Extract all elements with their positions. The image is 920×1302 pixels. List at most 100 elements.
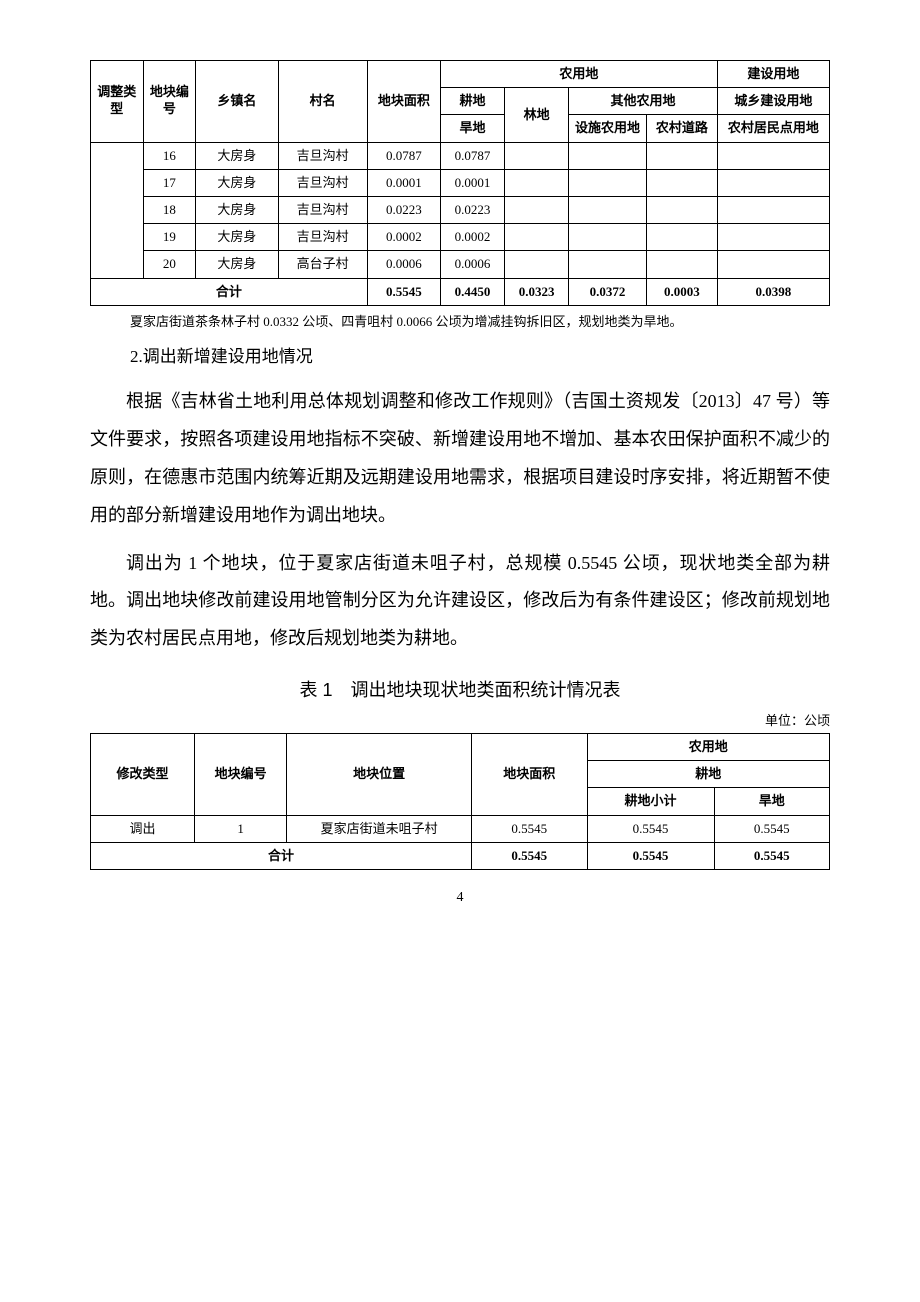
cell-town: 大房身 <box>196 142 278 169</box>
cell-village: 吉旦沟村 <box>278 224 367 251</box>
cell-total-dry: 0.5545 <box>714 842 829 869</box>
cell-res <box>717 251 829 278</box>
cell-dry: 0.5545 <box>714 815 829 842</box>
table-footnote: 夏家店街道茶条林子村 0.0332 公顷、四青咀村 0.0066 公顷为增减挂钩… <box>130 312 830 333</box>
table-caption: 表 1 调出地块现状地类面积统计情况表 <box>90 676 830 702</box>
table-row: 18 大房身 吉旦沟村 0.0223 0.0223 <box>91 196 830 223</box>
col-type: 修改类型 <box>91 734 195 816</box>
table-total-row: 合计 0.5545 0.4450 0.0323 0.0372 0.0003 0.… <box>91 278 830 305</box>
col-loc: 地块位置 <box>287 734 472 816</box>
cell-dry: 0.0002 <box>441 224 505 251</box>
cell-area: 0.0001 <box>367 169 440 196</box>
cell-area: 0.0223 <box>367 196 440 223</box>
paragraph: 根据《吉林省土地利用总体规划调整和修改工作规则》（吉国土资规发〔2013〕47 … <box>90 383 830 534</box>
cell-total-res: 0.0398 <box>717 278 829 305</box>
cell-village: 吉旦沟村 <box>278 142 367 169</box>
table-row: 20 大房身 高台子村 0.0006 0.0006 <box>91 251 830 278</box>
col-dry: 旱地 <box>714 788 829 815</box>
col-facility: 设施农用地 <box>569 115 647 142</box>
cell-total-dry: 0.4450 <box>441 278 505 305</box>
table-row: 19 大房身 吉旦沟村 0.0002 0.0002 <box>91 224 830 251</box>
cell-total-road: 0.0003 <box>646 278 717 305</box>
cell-forest <box>505 142 569 169</box>
col-adjust-type: 调整类型 <box>91 61 144 143</box>
cell-res <box>717 169 829 196</box>
table-row: 16 大房身 吉旦沟村 0.0787 0.0787 <box>91 142 830 169</box>
cell-forest <box>505 224 569 251</box>
table-total-row: 合计 0.5545 0.5545 0.5545 <box>91 842 830 869</box>
cell-area: 0.0002 <box>367 224 440 251</box>
page-number: 4 <box>90 890 830 906</box>
col-town: 乡镇名 <box>196 61 278 143</box>
col-plot-id: 地块编号 <box>143 61 196 143</box>
table-header-row: 修改类型 地块编号 地块位置 地块面积 农用地 <box>91 734 830 761</box>
col-residential: 农村居民点用地 <box>717 115 829 142</box>
cell-total-forest: 0.0323 <box>505 278 569 305</box>
cell-dry: 0.0006 <box>441 251 505 278</box>
cell-res <box>717 142 829 169</box>
cell-type: 调出 <box>91 815 195 842</box>
cell-subtotal: 0.5545 <box>587 815 714 842</box>
cell-res <box>717 196 829 223</box>
cell-forest <box>505 196 569 223</box>
paragraph: 调出为 1 个地块，位于夏家店街道未咀子村，总规模 0.5545 公顷，现状地类… <box>90 545 830 658</box>
cell-road <box>646 196 717 223</box>
cell-area: 0.0787 <box>367 142 440 169</box>
cell-road <box>646 142 717 169</box>
cell-id: 20 <box>143 251 196 278</box>
col-other-agri: 其他农用地 <box>569 88 718 115</box>
cell-id: 19 <box>143 224 196 251</box>
cell-total-label: 合计 <box>91 842 472 869</box>
cell-adjust-type <box>91 142 144 278</box>
col-agri-group: 农用地 <box>441 61 718 88</box>
cell-road <box>646 224 717 251</box>
col-urban-rural: 城乡建设用地 <box>717 88 829 115</box>
col-subtotal: 耕地小计 <box>587 788 714 815</box>
cell-facility <box>569 251 647 278</box>
cell-id: 18 <box>143 196 196 223</box>
col-area: 地块面积 <box>472 734 587 816</box>
col-dryland: 旱地 <box>441 115 505 142</box>
cell-loc: 夏家店街道未咀子村 <box>287 815 472 842</box>
cell-village: 吉旦沟村 <box>278 169 367 196</box>
cell-facility <box>569 196 647 223</box>
table-header-row: 调整类型 地块编号 乡镇名 村名 地块面积 农用地 建设用地 <box>91 61 830 88</box>
cell-total-area: 0.5545 <box>367 278 440 305</box>
table-row: 调出 1 夏家店街道未咀子村 0.5545 0.5545 0.5545 <box>91 815 830 842</box>
cell-facility <box>569 169 647 196</box>
cell-dry: 0.0001 <box>441 169 505 196</box>
col-cult: 耕地 <box>587 761 829 788</box>
cell-town: 大房身 <box>196 196 278 223</box>
col-forest: 林地 <box>505 88 569 142</box>
table-row: 17 大房身 吉旦沟村 0.0001 0.0001 <box>91 169 830 196</box>
cell-forest <box>505 169 569 196</box>
cell-town: 大房身 <box>196 224 278 251</box>
section-heading: 2.调出新增建设用地情况 <box>130 342 830 367</box>
cell-total-facility: 0.0372 <box>569 278 647 305</box>
cell-id: 1 <box>194 815 286 842</box>
cell-facility <box>569 224 647 251</box>
cell-total-label: 合计 <box>91 278 368 305</box>
col-road: 农村道路 <box>646 115 717 142</box>
cell-total-subtotal: 0.5545 <box>587 842 714 869</box>
cell-village: 高台子村 <box>278 251 367 278</box>
cell-town: 大房身 <box>196 169 278 196</box>
col-const-group: 建设用地 <box>717 61 829 88</box>
cell-road <box>646 169 717 196</box>
cell-area: 0.5545 <box>472 815 587 842</box>
cell-town: 大房身 <box>196 251 278 278</box>
cell-dry: 0.0223 <box>441 196 505 223</box>
cell-facility <box>569 142 647 169</box>
cell-village: 吉旦沟村 <box>278 196 367 223</box>
table-transfer-out: 修改类型 地块编号 地块位置 地块面积 农用地 耕地 耕地小计 旱地 调出 1 … <box>90 733 830 870</box>
col-agri: 农用地 <box>587 734 829 761</box>
cell-id: 16 <box>143 142 196 169</box>
cell-road <box>646 251 717 278</box>
cell-id: 17 <box>143 169 196 196</box>
cell-res <box>717 224 829 251</box>
cell-forest <box>505 251 569 278</box>
cell-area: 0.0006 <box>367 251 440 278</box>
col-id: 地块编号 <box>194 734 286 816</box>
unit-label: 单位：公顷 <box>90 710 830 729</box>
col-area: 地块面积 <box>367 61 440 143</box>
